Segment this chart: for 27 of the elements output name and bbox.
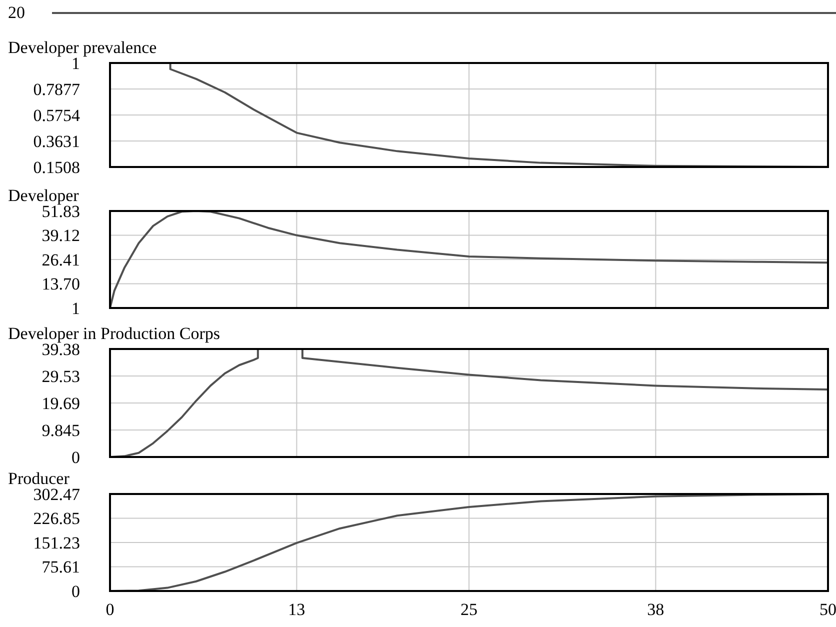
x-tick-label: 25 [460, 600, 478, 619]
y-tick-label: 0.1508 [33, 158, 80, 177]
y-tick-label: 39.12 [42, 226, 80, 246]
y-tick-label: 0 [72, 582, 80, 601]
line-series [109, 210, 829, 309]
y-tick-label: 0.3631 [33, 132, 80, 151]
text: 20 [8, 3, 25, 22]
y-tick-label: 0 [72, 448, 80, 467]
y-tick-label: 151.23 [33, 533, 80, 552]
line-series [109, 493, 829, 592]
x-tick-label: 50 [820, 600, 836, 619]
line-series [109, 348, 829, 458]
y-tick-label: 0.7877 [33, 80, 80, 99]
y-tick-label: 29.53 [42, 366, 80, 386]
y-tick-label: 226.85 [33, 509, 80, 528]
chart-title: Developer [8, 186, 80, 205]
x-tick-label: 0 [106, 600, 114, 619]
chart-title: Developer in Production Corps [8, 324, 220, 343]
y-tick-label: 1 [72, 298, 80, 318]
y-tick-label: 26.41 [42, 250, 80, 270]
x-tick-label: 13 [288, 600, 306, 619]
y-tick-label: 19.69 [42, 394, 80, 413]
y-tick-label: 75.61 [42, 558, 80, 577]
y-tick-label: 13.70 [42, 274, 80, 294]
y-tick-label: 0.5754 [33, 106, 80, 125]
x-tick-label: 38 [647, 600, 664, 619]
y-tick-label: 9.845 [42, 420, 80, 440]
